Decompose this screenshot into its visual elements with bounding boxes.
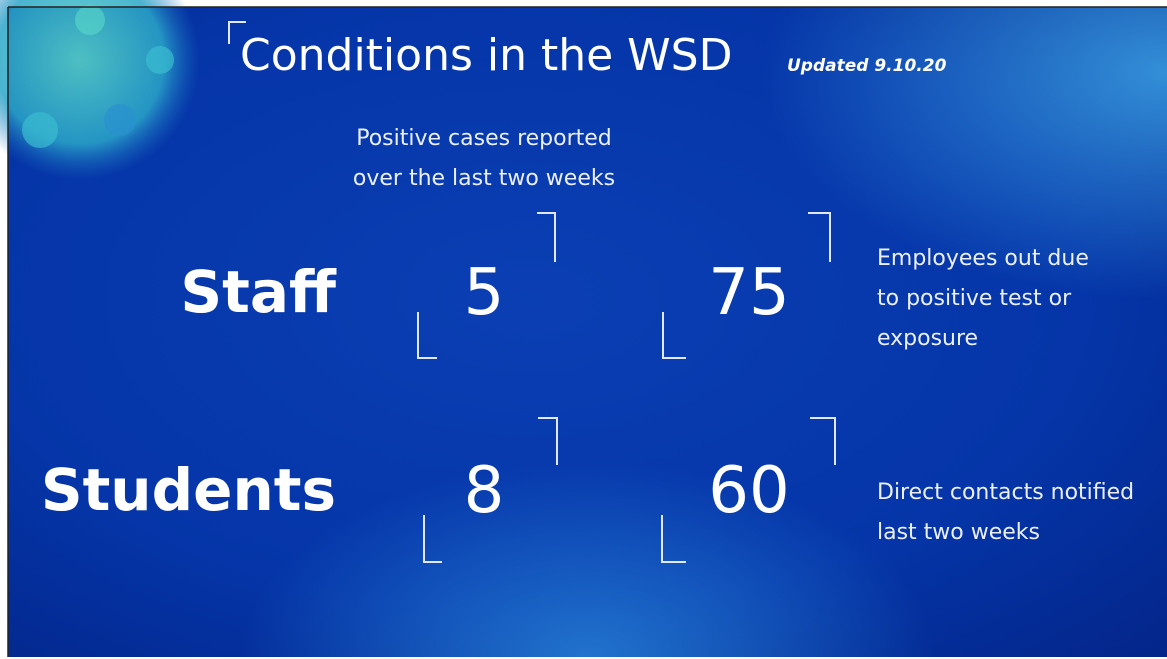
row-label: Staff xyxy=(180,258,337,326)
updated-date: Updated 9.10.20 xyxy=(787,56,947,76)
other-count: 75 xyxy=(708,256,789,330)
positive-cases: 8 xyxy=(464,454,505,528)
row-note: last two weeks xyxy=(877,520,1040,545)
column-note: over the last two weeks xyxy=(353,166,615,191)
row-note: exposure xyxy=(877,326,978,351)
slide: Conditions in the WSD Updated 9.10.20 Po… xyxy=(0,0,1167,659)
row-label: Students xyxy=(41,456,336,524)
row-note: to positive test or xyxy=(877,286,1072,311)
positive-cases: 5 xyxy=(464,256,505,330)
row-note: Direct contacts notified xyxy=(877,480,1134,505)
other-count: 60 xyxy=(708,454,789,528)
page: Conditions in the WSD Updated 9.10.20 Po… xyxy=(0,0,1167,659)
row-note: Employees out due xyxy=(877,246,1089,271)
column-note: Positive cases reported xyxy=(356,126,612,151)
title: Conditions in the WSD xyxy=(240,30,733,81)
